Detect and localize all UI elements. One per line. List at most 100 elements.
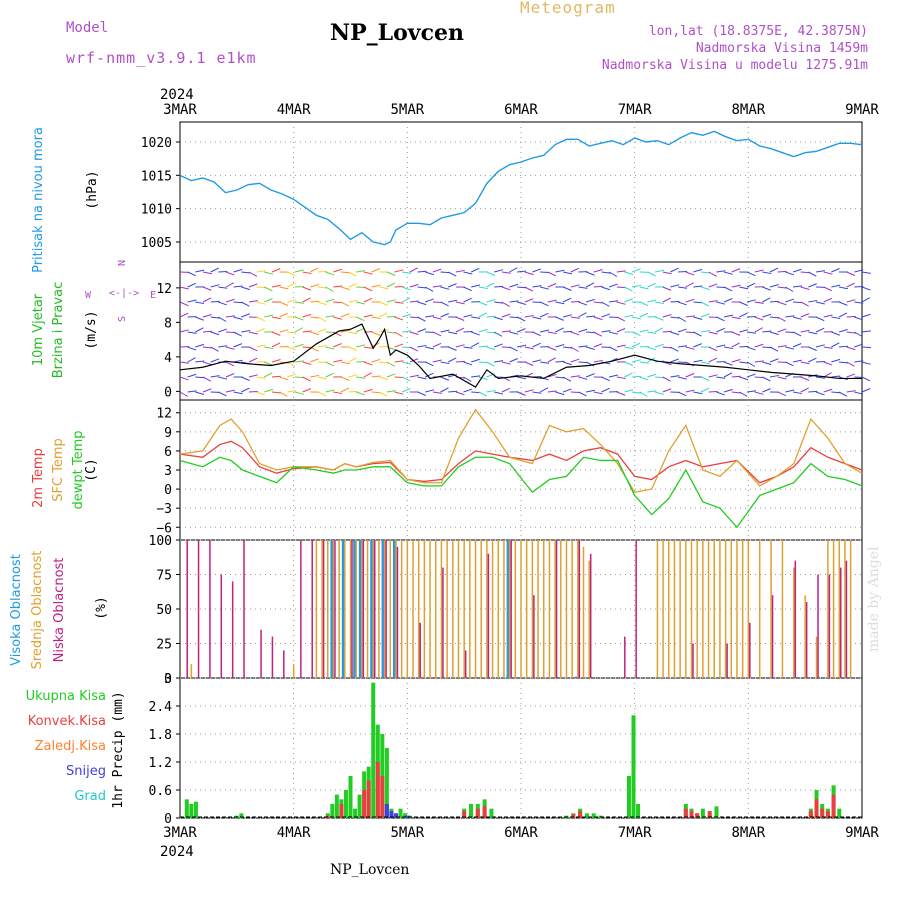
wind-arrow (279, 312, 288, 318)
x-tick-top-3MAR: 3MAR (163, 102, 197, 118)
wind-arrow (340, 387, 350, 393)
wind-arrow (563, 314, 572, 318)
wind-arrow (333, 359, 343, 363)
y-tick-pressure-1015: 1015 (141, 169, 172, 184)
precip-side-label-4: Snijeg (66, 764, 106, 779)
wind-arrow (624, 361, 633, 366)
wind-arrow (340, 376, 350, 381)
wind-arrow (524, 314, 534, 318)
y-tick-cloud-0: 0 (164, 672, 172, 687)
wind-arrow (440, 387, 449, 393)
wind-arrow (501, 361, 511, 365)
wind-arrow (539, 387, 549, 393)
wind-arrow (340, 271, 350, 274)
wind-arrow (685, 373, 695, 378)
wind-arrow (455, 391, 465, 396)
wind-arrow (225, 282, 235, 288)
wind-arrow (624, 346, 634, 350)
wind-arrow (218, 328, 227, 333)
wind-arrow (271, 268, 281, 273)
wind-arrow (440, 376, 450, 381)
wind-arrow (777, 301, 787, 306)
cloud-ylabel: (%) (94, 596, 109, 619)
wind-arrow (754, 391, 764, 395)
wind-arrow (563, 346, 573, 349)
wind-arrow (440, 313, 450, 318)
wind-arrow (310, 358, 319, 363)
wind-arrow (823, 361, 833, 366)
wind-arrow (363, 286, 373, 292)
wind-arrow (179, 286, 189, 290)
wind-arrow (754, 343, 764, 348)
y-tick-wind-4: 4 (164, 351, 172, 366)
wind-arrow (785, 315, 795, 318)
wind-arrow (486, 389, 496, 393)
wind-arrow (363, 361, 373, 366)
wind-arrow (670, 346, 679, 352)
temp-ylabel: (C) (84, 458, 99, 481)
lonlat-text: lon,lat (18.8375E, 42.3875N) (648, 24, 868, 39)
wind-arrow (800, 271, 810, 274)
wind-arrow (302, 388, 312, 393)
wind-arrow (310, 331, 320, 336)
wind-arrow (532, 342, 541, 348)
wind-arrow (509, 267, 518, 273)
wind-arrow (754, 360, 764, 363)
wind-arrow (417, 286, 427, 289)
wind-arrow (287, 271, 296, 277)
wind-arrow (501, 271, 511, 274)
precip-bar-2 (393, 813, 398, 818)
precip-ylabel: 1hr Precip (mm) (111, 691, 126, 808)
wind-arrow (609, 374, 619, 378)
wind-arrow (777, 345, 787, 348)
wind-arrow (516, 391, 526, 396)
wind-arrow (701, 271, 711, 274)
wind-arrow (846, 315, 856, 318)
wind-arrow (693, 359, 703, 363)
wind-arrow (808, 346, 817, 351)
wind-arrow (471, 375, 481, 378)
wind-arrow (647, 373, 657, 378)
year-label-bottom: 2024 (160, 844, 194, 860)
wind-arrow (570, 358, 580, 363)
compass-arrow: <-|-> (109, 288, 139, 299)
wind-arrow (792, 301, 803, 304)
wind-arrow (371, 375, 381, 378)
wind-arrow (187, 299, 197, 303)
wind-arrow (578, 286, 588, 289)
wind-arrow (409, 283, 419, 288)
wind-arrow (770, 300, 780, 303)
model-name: wrf-nmm_v3.9.1 e1km (66, 49, 257, 67)
wind-arrow (831, 358, 841, 363)
y-tick-precip-1.8: 1.8 (149, 728, 172, 743)
wind-arrow (187, 346, 197, 351)
wind-arrow (241, 313, 250, 318)
wind-arrow (555, 391, 565, 396)
wind-arrow (432, 391, 442, 394)
wind-arrow (861, 346, 872, 349)
wind-arrow (248, 271, 258, 277)
precip-bar-0 (837, 808, 842, 818)
wind-arrow (723, 388, 733, 393)
precip-bar-0 (348, 776, 353, 818)
compass-n: N (117, 260, 128, 266)
precip-bar-0 (357, 794, 362, 818)
wind-arrow (654, 343, 664, 348)
wind-arrow (348, 271, 357, 277)
wind-arrow (677, 328, 687, 333)
x-tick-top-5MAR: 5MAR (390, 102, 424, 118)
wind-arrow (210, 284, 220, 288)
wind-arrow (195, 391, 205, 395)
wind-arrow (815, 270, 825, 273)
wind-arrow (838, 312, 848, 318)
wind-arrow (455, 269, 465, 273)
wind-arrow (677, 316, 687, 322)
y-tick-cloud-75: 75 (156, 569, 172, 584)
wind-arrow (608, 283, 618, 288)
wind-arrow (831, 375, 841, 378)
wind-arrow (754, 269, 764, 273)
wind-arrow (386, 315, 396, 318)
wind-arrow (723, 298, 733, 303)
wind-arrow (662, 330, 672, 333)
wind-arrow (716, 270, 726, 273)
